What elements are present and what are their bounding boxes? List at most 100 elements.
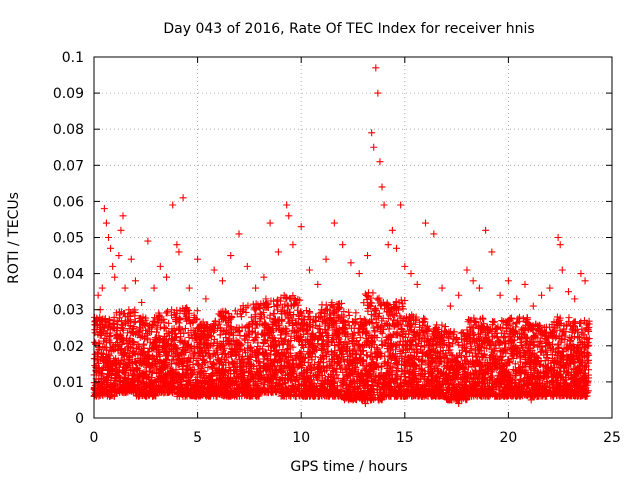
data-point xyxy=(164,339,172,347)
data-point xyxy=(168,360,176,368)
data-point xyxy=(149,392,157,400)
data-point xyxy=(162,374,170,382)
data-point xyxy=(126,322,134,330)
data-point xyxy=(119,350,127,358)
data-point xyxy=(99,315,107,323)
data-point xyxy=(104,322,112,330)
data-point xyxy=(117,317,125,325)
data-point xyxy=(162,309,170,317)
data-point xyxy=(136,391,144,399)
data-point xyxy=(162,324,170,332)
data-point xyxy=(138,387,146,395)
data-point xyxy=(106,346,114,354)
data-point xyxy=(121,374,129,382)
data-point xyxy=(146,344,154,352)
data-point xyxy=(126,312,134,320)
data-point xyxy=(142,326,150,334)
data-point xyxy=(169,343,177,351)
data-point xyxy=(91,381,99,389)
data-point xyxy=(136,325,144,333)
data-point xyxy=(114,345,122,353)
data-point xyxy=(130,319,138,327)
data-point xyxy=(116,330,124,338)
data-point xyxy=(105,333,113,341)
data-point xyxy=(136,357,144,365)
data-point xyxy=(125,337,133,345)
data-point xyxy=(136,371,144,379)
data-point xyxy=(105,367,113,375)
data-point xyxy=(139,341,147,349)
data-point xyxy=(93,322,101,330)
data-point xyxy=(101,356,109,364)
data-point xyxy=(172,317,180,325)
data-point xyxy=(137,346,145,354)
data-point xyxy=(148,324,156,332)
data-point xyxy=(110,319,118,327)
data-point xyxy=(124,346,132,354)
data-point xyxy=(136,315,144,323)
data-point xyxy=(107,339,115,347)
data-point xyxy=(91,338,99,346)
data-point xyxy=(148,377,156,385)
data-point xyxy=(133,366,141,374)
data-point xyxy=(120,336,128,344)
data-point xyxy=(131,306,139,314)
data-point xyxy=(155,383,163,391)
data-point xyxy=(141,335,149,343)
data-point xyxy=(117,377,125,385)
data-point xyxy=(133,375,141,383)
data-point xyxy=(144,391,152,399)
data-point xyxy=(160,315,168,323)
data-point xyxy=(146,338,154,346)
data-point xyxy=(166,381,174,389)
chart-title: Day 043 of 2016, Rate Of TEC Index for r… xyxy=(163,21,534,37)
data-point xyxy=(151,314,159,322)
data-point xyxy=(104,363,112,371)
data-point xyxy=(164,377,172,385)
data-point xyxy=(118,388,126,396)
data-point xyxy=(130,339,138,347)
data-point xyxy=(155,312,163,320)
data-point xyxy=(155,372,163,380)
data-point xyxy=(138,350,146,357)
data-point xyxy=(103,357,111,365)
data-point xyxy=(97,331,105,339)
data-point xyxy=(129,372,137,380)
data-point xyxy=(156,313,164,321)
data-point xyxy=(114,318,122,326)
data-point xyxy=(103,370,111,378)
data-point xyxy=(112,361,120,369)
data-point xyxy=(129,349,137,357)
data-point xyxy=(116,359,124,367)
data-point xyxy=(118,340,126,348)
data-point xyxy=(144,322,152,330)
data-point xyxy=(169,335,177,343)
data-point xyxy=(157,364,165,372)
data-point xyxy=(97,320,105,328)
data-point xyxy=(95,359,103,367)
data-point xyxy=(145,360,153,368)
data-point xyxy=(168,311,176,319)
data-point xyxy=(125,325,133,333)
data-point xyxy=(141,368,149,376)
data-point xyxy=(165,329,173,337)
data-point xyxy=(149,321,157,329)
data-point xyxy=(95,389,103,397)
data-point xyxy=(126,366,134,374)
data-point xyxy=(145,328,153,336)
data-point xyxy=(105,315,113,323)
data-point xyxy=(126,361,134,369)
data-point xyxy=(91,390,99,398)
data-point xyxy=(142,392,150,400)
data-point xyxy=(152,328,160,336)
data-point xyxy=(126,334,134,342)
data-point xyxy=(112,309,120,317)
data-point xyxy=(134,328,142,336)
data-point xyxy=(138,318,146,326)
data-point xyxy=(160,359,168,367)
data-point xyxy=(96,325,104,333)
data-point xyxy=(93,349,101,357)
data-point xyxy=(128,380,136,388)
data-point xyxy=(119,337,127,345)
